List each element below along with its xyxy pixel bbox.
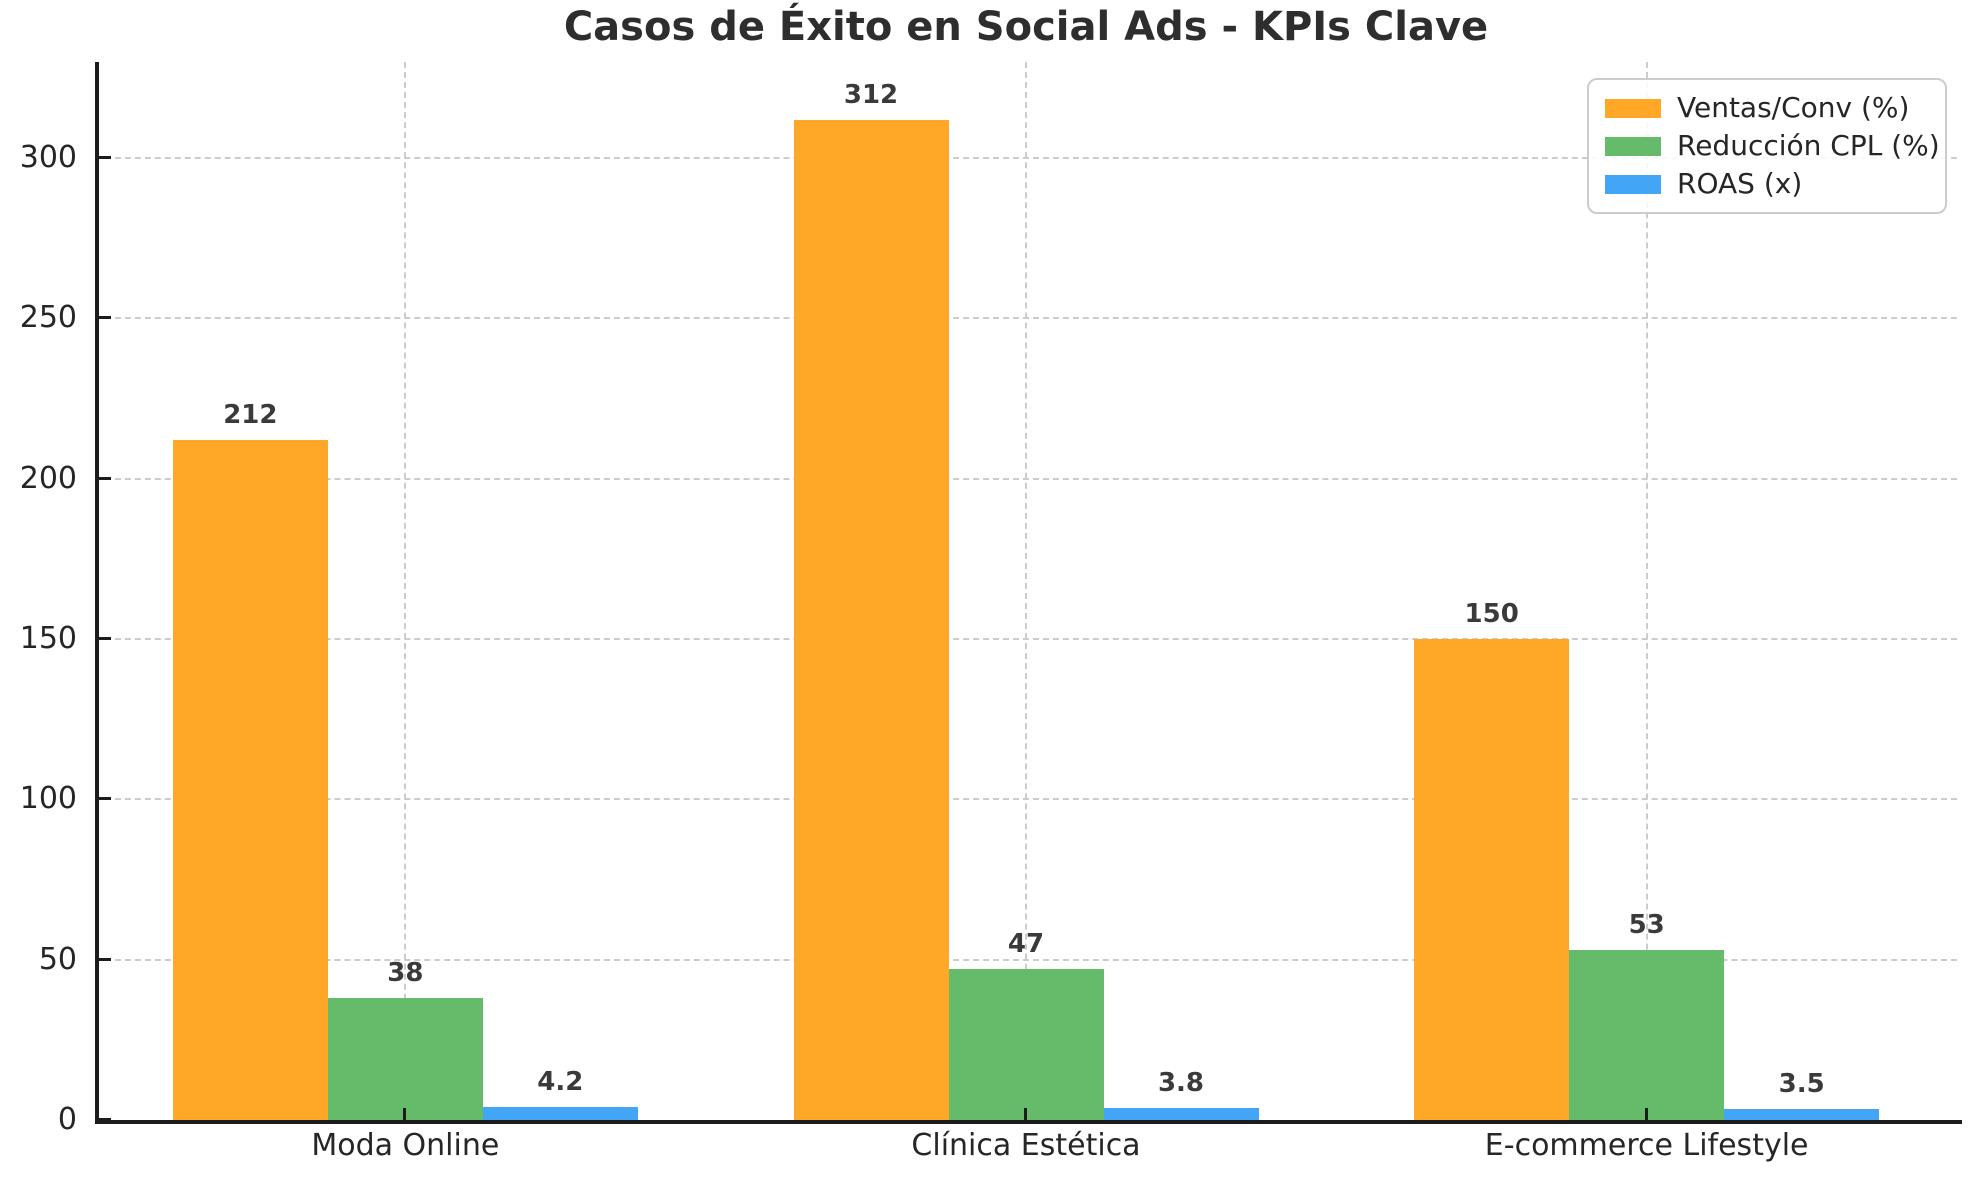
bar-roas-0 [482,1106,638,1120]
y-tick [99,316,111,320]
y-tick-label: 200 [19,460,77,496]
gridline-vertical [404,62,407,1120]
x-tick-label-2: E-commerce Lifestyle [1484,1128,1809,1163]
y-tick-label: 150 [19,621,77,657]
y-tick [99,797,111,801]
x-tick-label-1: Clínica Estética [911,1128,1141,1163]
gridline-vertical [1025,62,1027,1120]
legend-swatch [1605,136,1661,156]
bar-ventas-0 [172,440,328,1120]
bar-cpl-2 [1569,950,1725,1120]
bar-value-label: 150 [1464,599,1519,630]
bar-value-label: 4.2 [537,1066,584,1097]
y-tick-label: 100 [19,781,77,817]
chart-title: Casos de Éxito en Social Ads - KPIs Clav… [563,4,1489,50]
y-tick-label: 300 [19,140,77,176]
x-tick [1644,1108,1648,1120]
bar-cpl-1 [948,969,1104,1120]
x-axis-spine [95,1120,1962,1124]
legend-label: ROAS (x) [1677,167,1803,200]
y-tick [99,156,111,160]
y-tick-label: 250 [19,300,77,336]
y-tick [99,476,111,480]
bar-value-label: 212 [223,400,278,431]
x-tick [1024,1108,1027,1120]
bar-value-label: 3.5 [1778,1068,1825,1099]
bar-value-label: 312 [843,79,899,110]
bar-cpl-0 [327,998,483,1120]
bar-value-label: 47 [1007,929,1045,960]
y-tick [99,1118,111,1121]
legend: Ventas/Conv (%) Reducción CPL (%) ROAS (x) [1587,78,1947,214]
y-axis-spine [95,62,99,1124]
legend-label: Reducción CPL (%) [1677,129,1940,162]
bar-value-label: 53 [1628,910,1665,941]
x-tick [403,1108,407,1120]
bar-value-label: 38 [387,958,424,989]
y-tick [99,957,111,961]
y-tick [99,637,111,641]
legend-swatch [1605,174,1661,194]
y-tick-label: 50 [38,941,77,977]
bar-roas-2 [1724,1108,1880,1120]
x-tick-label-0: Moda Online [311,1128,500,1163]
legend-swatch [1605,98,1661,118]
bar-ventas-1 [793,119,949,1120]
gridline-vertical [1645,62,1648,1120]
legend-label: Ventas/Conv (%) [1677,91,1910,124]
y-tick-label: 0 [57,1102,77,1137]
bar-ventas-2 [1414,639,1570,1120]
bar-value-label: 3.8 [1157,1067,1205,1098]
bar-roas-1 [1103,1107,1259,1120]
legend-item: Reducción CPL (%) [1605,130,1940,162]
legend-item: ROAS (x) [1605,168,1929,200]
legend-item: Ventas/Conv (%) [1605,92,1929,124]
